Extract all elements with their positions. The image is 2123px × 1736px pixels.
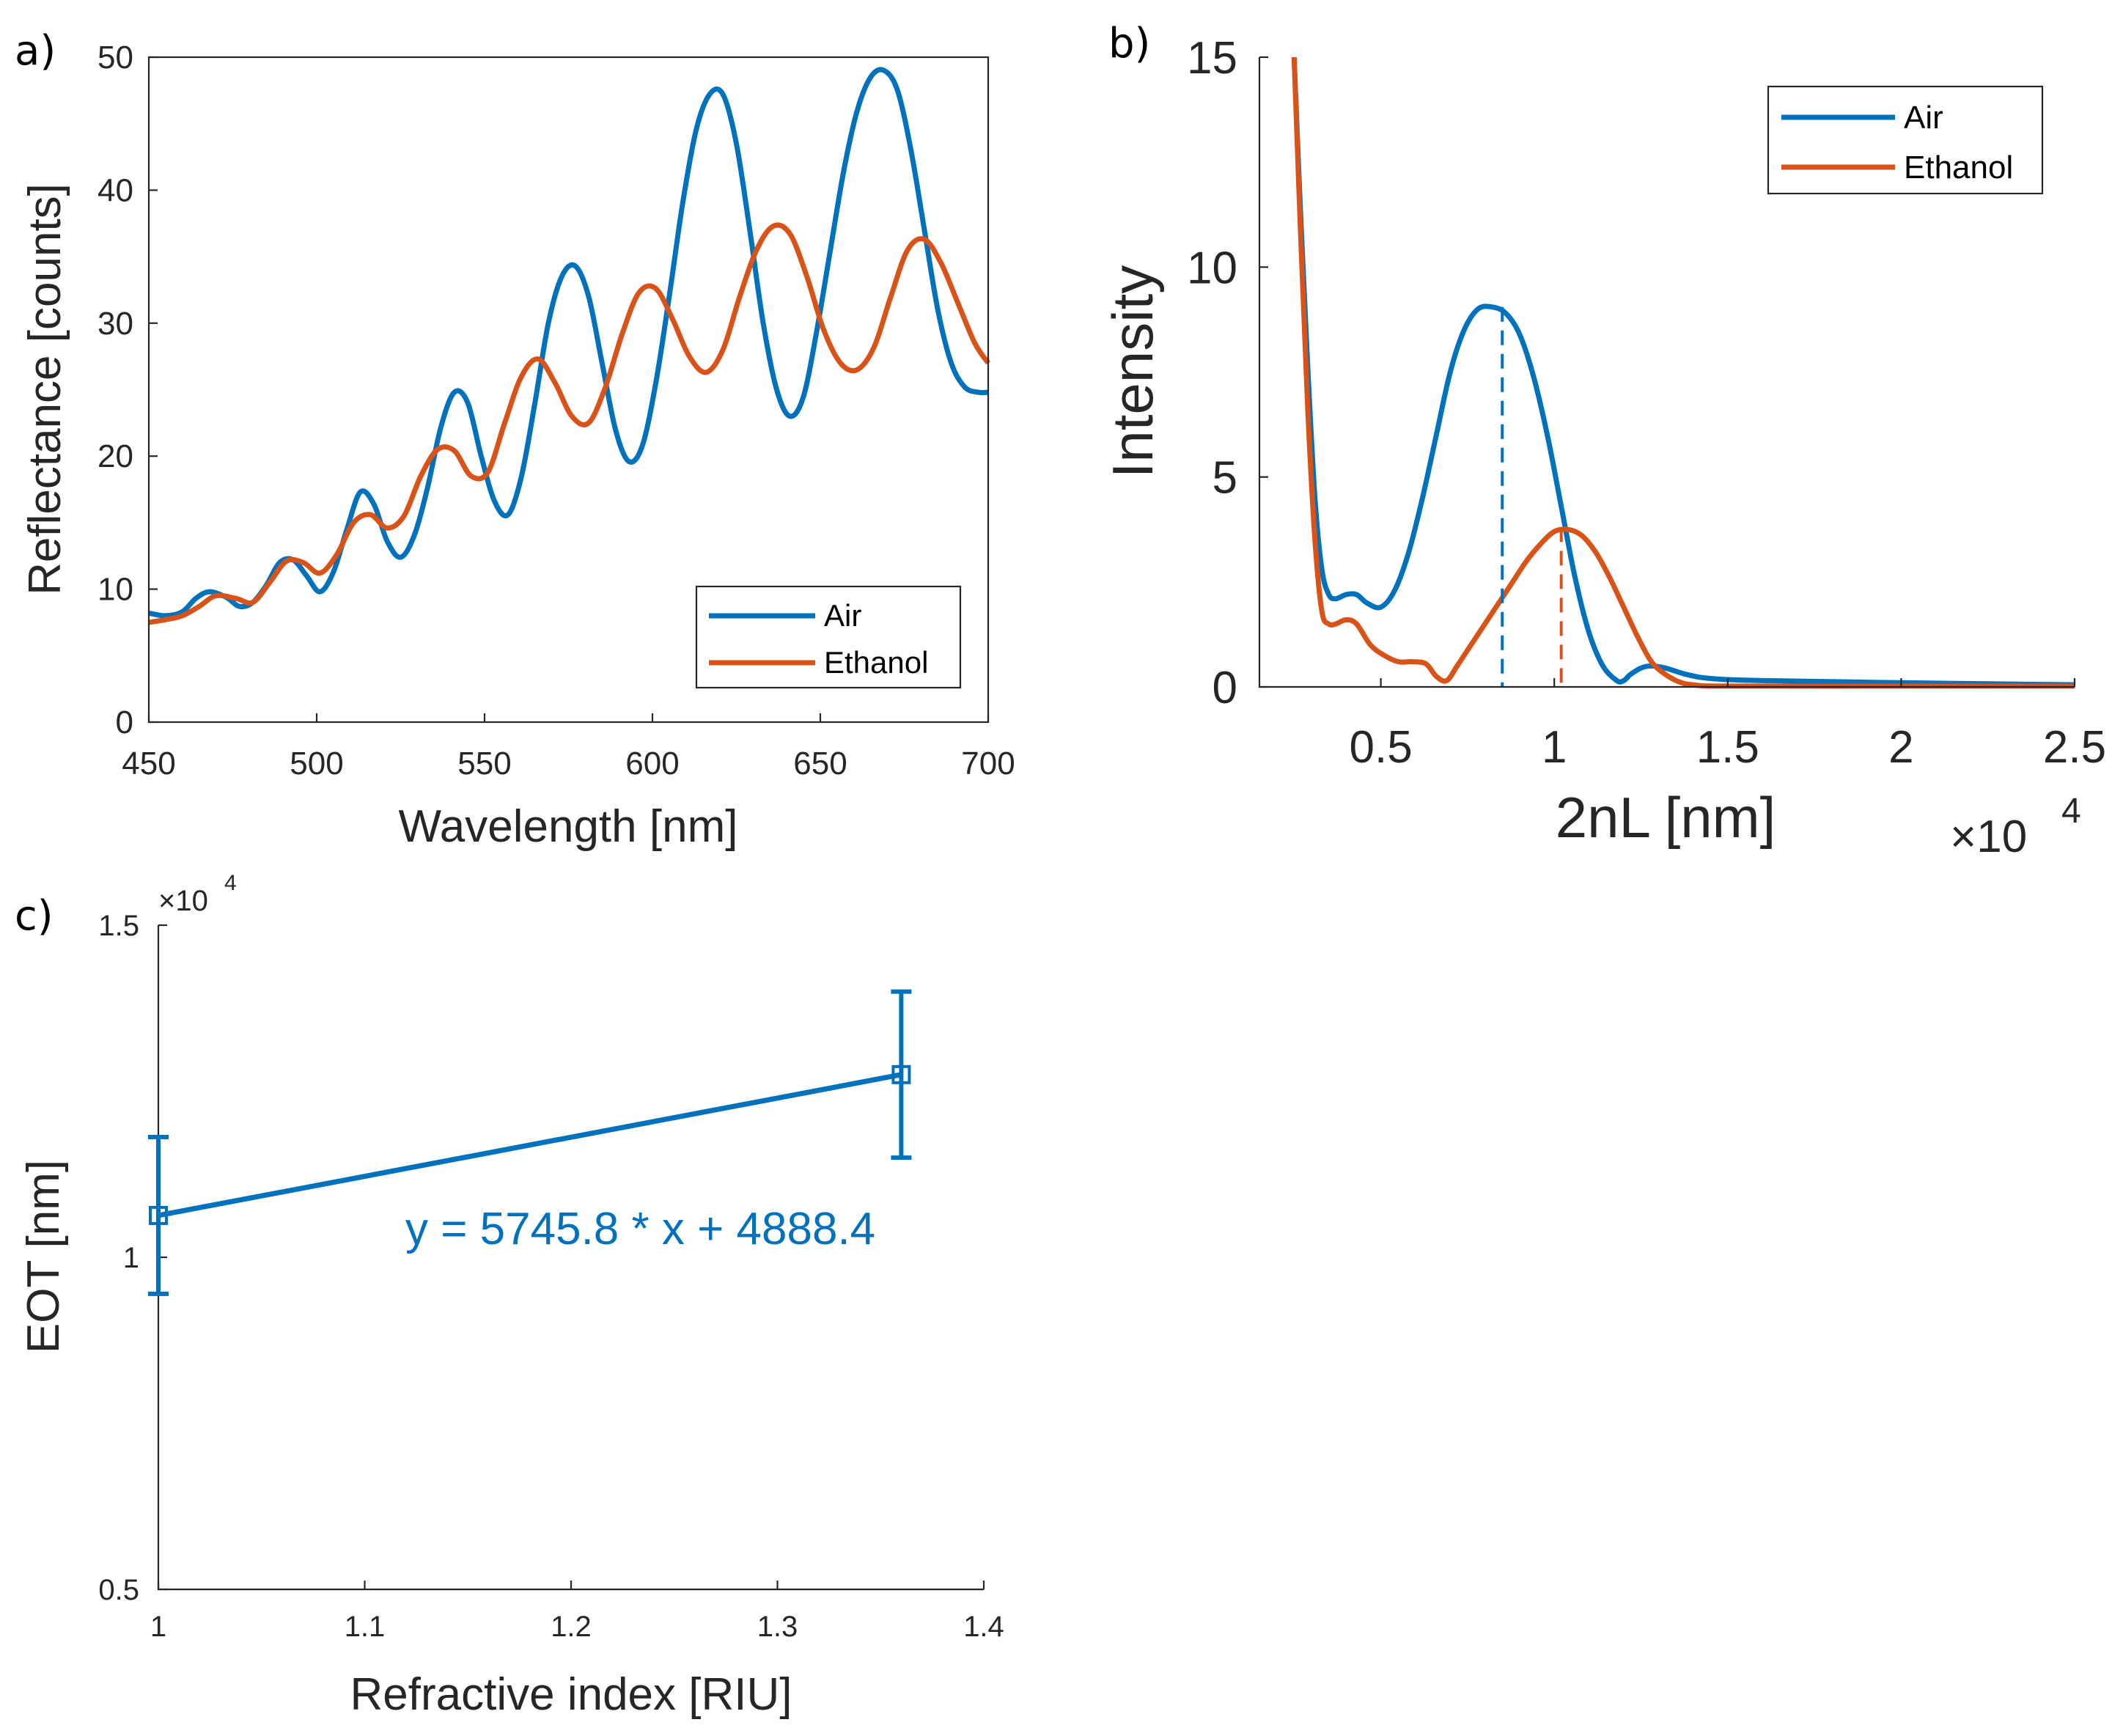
panel-b-legend-air: Air — [1904, 100, 1943, 136]
panel-c-xlabel: Refractive index [RIU] — [350, 1669, 792, 1720]
panel-b-x-multiplier-exp: 4 — [2061, 792, 2081, 831]
panel-c-ticks: 1 1.1 1.2 1.3 1.4 0.5 1 1.5 — [98, 910, 1004, 1643]
panel-b-series — [1291, 56, 2075, 689]
panel-a-ytick-label: 30 — [97, 306, 133, 342]
panel-b-xtick-label: 0.5 — [1350, 722, 1413, 773]
panel-b-ylabel: Intensity — [1100, 265, 1165, 478]
panel-b-ticks: 0.5 1 1.5 2 2.5 0 5 10 15 — [1187, 33, 2106, 773]
panel-b-series-ethanol — [1291, 56, 2075, 689]
panel-a-label: a) — [15, 27, 56, 75]
panel-a-xlabel: Wavelength [nm] — [399, 801, 738, 852]
panel-c-axes — [157, 925, 984, 1591]
panel-c-fit-line — [158, 1072, 902, 1218]
panel-b-x-multiplier-base: ×10 — [1950, 812, 2027, 862]
panel-c-ytick-label: 0.5 — [98, 1574, 139, 1606]
panel-a-legend-box — [695, 585, 962, 689]
panel-c-fit-equation: y = 5745.8 * x + 4888.4 — [405, 1204, 875, 1254]
panel-b-xtick-label: 1 — [1542, 722, 1567, 773]
panel-b-legend-box — [1767, 85, 2044, 195]
panel-b-legend-ethanol: Ethanol — [1904, 150, 2013, 185]
panel-a-axes-box — [147, 56, 990, 724]
panel-c-y-multiplier-exp: 4 — [224, 871, 237, 895]
panel-a-ytick-label: 0 — [116, 705, 133, 740]
panel-c-xtick-label: 1 — [150, 1611, 166, 1643]
panel-a-xtick-label: 500 — [290, 746, 343, 781]
panel-b-ytick-label: 5 — [1213, 453, 1237, 504]
panel-b-ytick-label: 15 — [1187, 33, 1237, 84]
panel-b-xlabel: 2nL [nm] — [1556, 785, 1776, 850]
panel-c-ytick-label: 1 — [123, 1242, 139, 1274]
panel-c-series — [148, 989, 912, 1296]
panel-c-y-multiplier: ×10 4 — [158, 871, 237, 917]
panel-a-legend-air: Air — [824, 598, 861, 633]
panel-b-x-multiplier: ×10 4 — [1950, 792, 2081, 862]
panel-c-data-point — [891, 1064, 911, 1084]
panel-a-xtick-label: 650 — [793, 746, 847, 781]
panel-a-xtick-label: 450 — [122, 746, 175, 781]
panel-b-peak-markers — [1501, 306, 1563, 687]
panel-a-legend: Air Ethanol — [695, 585, 962, 689]
panel-a-ytick-label: 50 — [97, 40, 133, 76]
panel-c-label: c) — [15, 892, 54, 940]
panel-b-ytick-label: 0 — [1213, 663, 1237, 713]
panel-b-legend: Air Ethanol — [1767, 85, 2044, 195]
panel-c-xtick-label: 1.4 — [963, 1611, 1004, 1643]
panel-b-ytick-label: 10 — [1187, 243, 1237, 293]
panel-c-ytick-label: 1.5 — [98, 910, 139, 942]
panel-a-series-air — [148, 67, 989, 619]
panel-c-ylabel: EOT [nm] — [18, 1160, 69, 1353]
panel-c-xtick-label: 1.2 — [551, 1611, 592, 1643]
panel-a-ytick-label: 10 — [97, 572, 133, 608]
panel-c: c) 1 1.1 1.2 1.3 1.4 0.5 1 1.5 Refractive index… — [15, 871, 1004, 1720]
panel-b-label: b) — [1108, 20, 1150, 67]
panel-a-ytick-label: 40 — [97, 172, 133, 208]
panel-a-xtick-label: 550 — [457, 746, 511, 781]
panel-a-ytick-label: 20 — [97, 438, 133, 474]
panel-b-xtick-label: 2.5 — [2043, 722, 2106, 773]
panel-a-xtick-label: 700 — [961, 746, 1015, 781]
panel-a: a) 450 500 550 600 650 700 0 10 20 30 40 50 Wavelen… — [15, 27, 1015, 852]
panel-a-series — [148, 67, 990, 625]
panel-a-xtick-label: 600 — [625, 746, 679, 781]
panel-c-y-multiplier-base: ×10 — [158, 885, 208, 917]
panel-b-xtick-label: 1.5 — [1696, 722, 1759, 773]
panel-a-ticks: 450 500 550 600 650 700 0 10 20 30 40 50 — [97, 40, 1015, 781]
panel-a-series-ethanol — [148, 222, 990, 625]
panel-c-xtick-label: 1.3 — [757, 1611, 798, 1643]
panel-a-ylabel: Reflectance [counts] — [20, 183, 70, 595]
panel-c-xtick-label: 1.1 — [345, 1611, 386, 1643]
panel-c-data-point — [149, 1205, 168, 1225]
panel-a-legend-ethanol: Ethanol — [824, 645, 928, 680]
panel-b-xtick-label: 2 — [1888, 722, 1913, 773]
